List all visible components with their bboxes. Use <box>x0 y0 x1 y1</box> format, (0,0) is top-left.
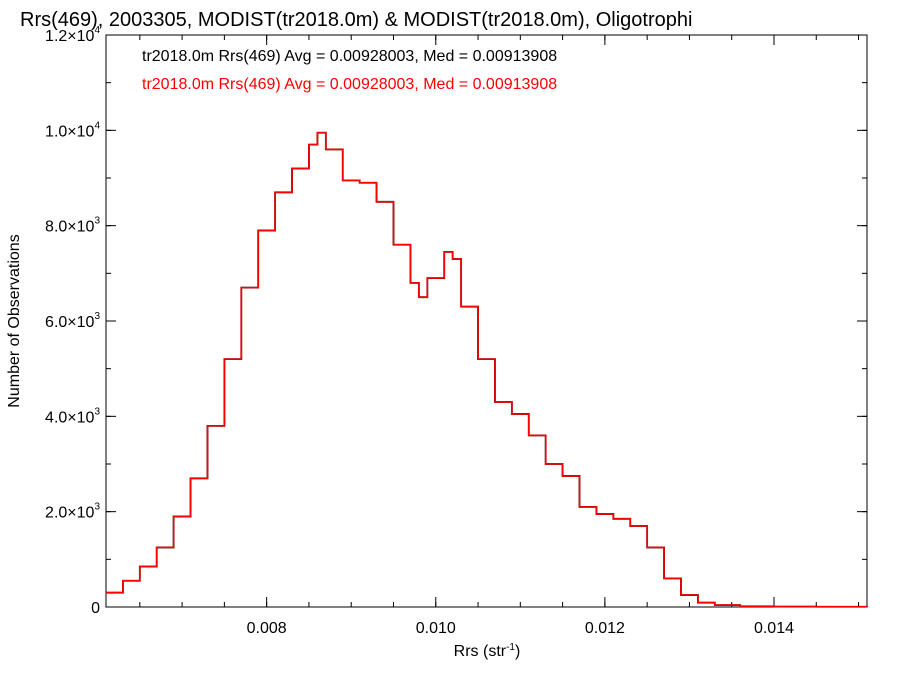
series-layer <box>106 131 868 608</box>
x-axis-label-main: Rrs (str <box>454 643 507 660</box>
annotation-0: tr2018.0m Rrs(469) Avg = 0.00928003, Med… <box>142 48 557 65</box>
y-tick-label: 0 <box>91 600 100 617</box>
x-tick-label: 0.010 <box>416 620 456 637</box>
y-tick-label-exponent: 4 <box>94 25 100 36</box>
annotation-1: tr2018.0m Rrs(469) Avg = 0.00928003, Med… <box>142 76 557 93</box>
y-tick-label-exponent: 3 <box>94 311 100 322</box>
y-tick-label: 1.2×104 <box>45 25 100 45</box>
y-axis-label: Number of Observations <box>6 234 23 407</box>
y-tick-label: 2.0×103 <box>45 502 100 522</box>
y-axis: 02.0×1034.0×1036.0×1038.0×1031.0×1041.2×… <box>45 25 867 617</box>
x-axis: 0.008 0.010 0.012 0.014 <box>139 35 860 637</box>
x-tick-label: 0.012 <box>585 620 625 637</box>
y-tick-label: 8.0×103 <box>45 216 100 236</box>
y-tick-label-mantissa: 8.0×10 <box>45 219 94 236</box>
y-tick-label-exponent: 3 <box>94 216 100 227</box>
chart-annotations: tr2018.0m Rrs(469) Avg = 0.00928003, Med… <box>142 48 557 93</box>
y-tick-label-exponent: 3 <box>94 406 100 417</box>
y-tick-label-mantissa: 1.0×10 <box>45 123 94 140</box>
x-tick-label: 0.014 <box>754 620 794 637</box>
chart-title: Rrs(469), 2003305, MODIST(tr2018.0m) & M… <box>20 9 692 31</box>
y-tick-label: 1.0×104 <box>45 120 100 140</box>
x-axis-label-end: ) <box>515 643 520 660</box>
y-tick-label-mantissa: 4.0×10 <box>45 409 94 426</box>
series-line-1 <box>106 131 868 608</box>
y-tick-label-mantissa: 0 <box>91 600 100 617</box>
y-tick-label: 6.0×103 <box>45 311 100 331</box>
series-line-0 <box>106 131 868 608</box>
y-tick-label-exponent: 4 <box>94 120 100 131</box>
plot-frame <box>105 34 868 608</box>
y-tick-label-mantissa: 1.2×10 <box>45 28 94 45</box>
y-tick-label-mantissa: 6.0×10 <box>45 314 94 331</box>
x-axis-label: Rrs (str-1) <box>454 642 521 660</box>
x-axis-label-sup: -1 <box>506 642 515 653</box>
y-tick-label-mantissa: 2.0×10 <box>45 505 94 522</box>
y-tick-label-exponent: 3 <box>94 502 100 513</box>
x-tick-label: 0.008 <box>247 620 287 637</box>
y-tick-label: 4.0×103 <box>45 406 100 426</box>
